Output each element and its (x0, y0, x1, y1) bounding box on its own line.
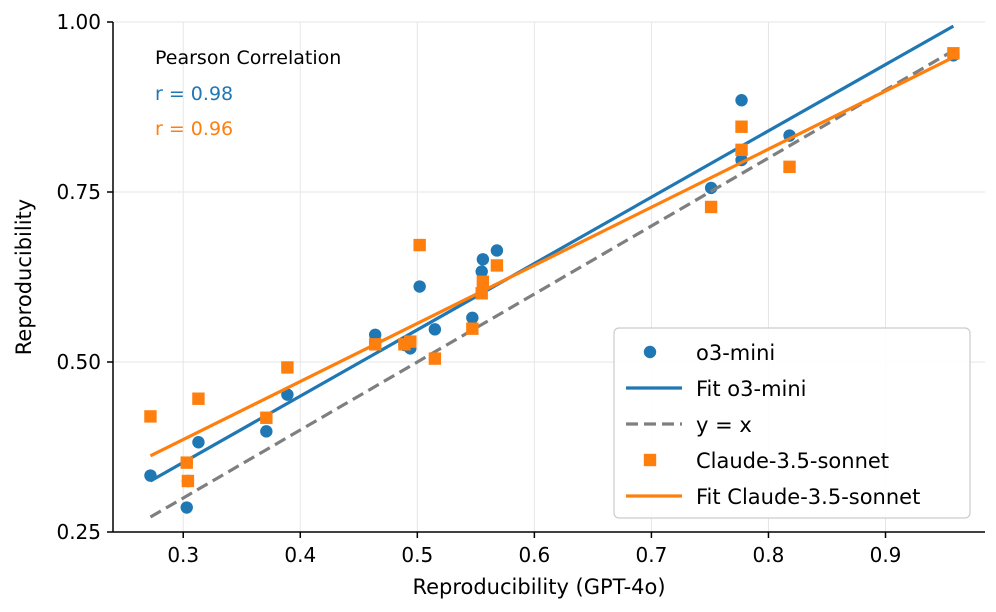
point-o3-mini (490, 244, 504, 257)
x-axis-label: Reproducibility (GPT-4o) (412, 575, 665, 599)
point-o3-mini (281, 388, 294, 401)
point-o3-mini (180, 501, 193, 514)
legend-label: Fit Claude-3.5-sonnet (696, 485, 920, 509)
point-o3-mini (413, 280, 426, 293)
point-claude-3-5-sonnet (404, 335, 417, 348)
point-o3-mini (475, 265, 488, 278)
point-o3-mini (260, 425, 273, 438)
point-o3-mini (466, 311, 479, 324)
point-o3-mini (192, 436, 205, 449)
axes: 0.3 0.4 0.5 0.6 0.7 0.8 0.9 0.25 0.50 0.75 1.00 Rep… (12, 10, 985, 599)
y-tick-label: 0.25 (56, 520, 101, 544)
legend-swatch-circle (643, 345, 657, 359)
point-claude-3-5-sonnet (281, 361, 294, 374)
point-claude-3-5-sonnet (180, 456, 193, 469)
annotation-r-o3-mini: r = 0.98 (155, 83, 233, 105)
point-claude-3-5-sonnet (466, 322, 479, 335)
point-o3-mini (476, 253, 490, 266)
y-tick-label: 1.00 (56, 10, 101, 34)
y-tick-label: 0.50 (56, 350, 101, 374)
x-tick-label: 0.8 (753, 543, 785, 567)
point-o3-mini (428, 323, 442, 336)
point-claude-3-5-sonnet (783, 160, 796, 174)
legend: o3-mini Fit o3-mini y = x Claude-3.5-sonnet… (613, 327, 971, 519)
point-claude-3-5-sonnet (428, 352, 442, 365)
point-claude-3-5-sonnet (260, 411, 273, 424)
point-claude-3-5-sonnet (413, 238, 426, 252)
x-tick-label: 0.5 (401, 543, 433, 567)
pearson-annotation: Pearson Correlation r = 0.98 r = 0.96 (155, 47, 341, 140)
y-tick-label: 0.75 (56, 180, 101, 204)
point-claude-3-5-sonnet (735, 143, 748, 157)
line-fit-o3-mini (149, 24, 955, 483)
legend-frame (613, 327, 971, 519)
line-y-x (149, 49, 955, 519)
point-claude-3-5-sonnet (144, 410, 157, 423)
x-tick-label: 0.4 (284, 543, 316, 567)
legend-swatch-square (643, 453, 657, 467)
legend-label: y = x (696, 413, 752, 437)
point-claude-3-5-sonnet (490, 259, 504, 272)
point-claude-3-5-sonnet (704, 200, 718, 214)
annotation-title: Pearson Correlation (155, 47, 341, 69)
point-claude-3-5-sonnet (735, 120, 748, 133)
line-fit-claude-3-5-sonnet (149, 55, 955, 458)
annotation-r-claude: r = 0.96 (155, 118, 233, 140)
point-claude-3-5-sonnet (476, 275, 490, 288)
point-claude-3-5-sonnet (192, 392, 205, 405)
x-tick-label: 0.9 (870, 543, 902, 567)
point-o3-mini (368, 328, 382, 341)
plot-series (144, 24, 960, 519)
y-axis-label: Reproducibility (12, 199, 36, 355)
point-o3-mini (735, 94, 748, 107)
legend-label: Claude-3.5-sonnet (696, 449, 889, 473)
legend-label: Fit o3-mini (696, 377, 807, 401)
x-tick-label: 0.6 (518, 543, 550, 567)
legend-label: o3-mini (696, 341, 775, 365)
x-tick-label: 0.7 (636, 543, 668, 567)
x-tick-label: 0.3 (167, 543, 199, 567)
point-claude-3-5-sonnet (181, 474, 195, 488)
point-claude-3-5-sonnet (947, 47, 960, 60)
